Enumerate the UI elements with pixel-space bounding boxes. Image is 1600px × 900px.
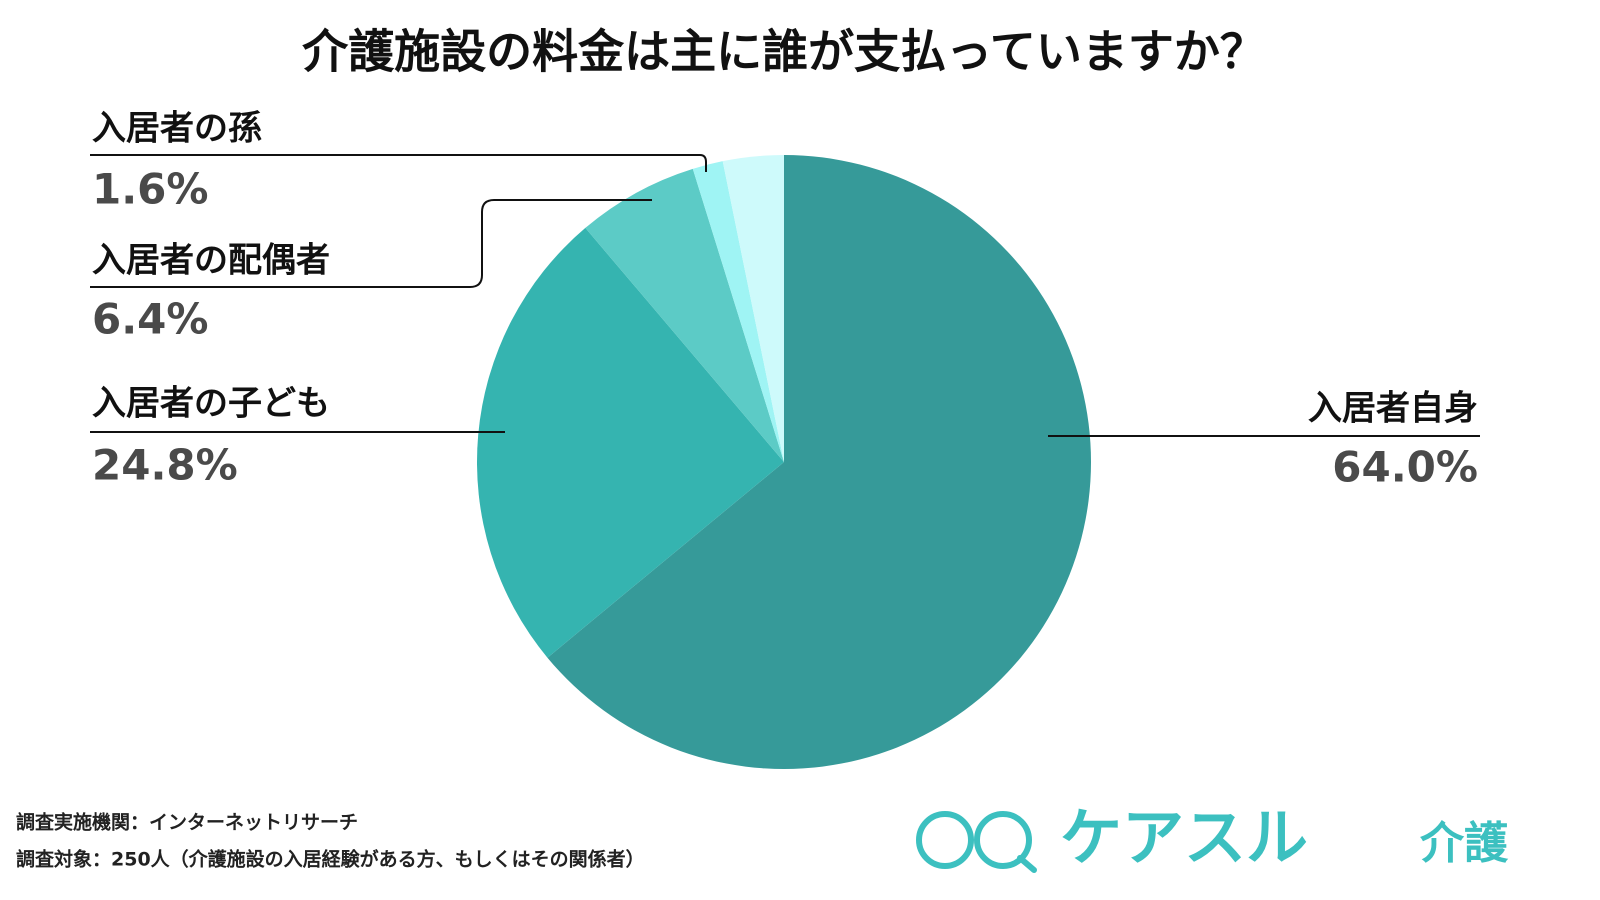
slice-label: 入居者自身 [1308, 389, 1478, 429]
logo-face [916, 811, 974, 869]
labels: 入居者自身 64.0% 入居者の子ども 24.8% 入居者の配偶者 6.4% 入居者の孫 1.… [90, 109, 1480, 492]
slice-value: 24.8% [92, 441, 238, 490]
chart-title: 介護施設の料金は主に誰が支払っていますか？ [302, 25, 1266, 79]
pie-slice [477, 227, 784, 658]
slice-label: 入居者の孫 [92, 109, 262, 149]
leader-line [90, 154, 707, 172]
logo-text: ケアスル [1060, 801, 1308, 874]
logo-tail [1017, 855, 1037, 873]
sample-note: 調査対象：250人（介護施設の入居経験がある方、もしくはその関係者） [16, 848, 645, 871]
pie [477, 155, 1091, 769]
logo-subtext: 介護 [1420, 818, 1509, 869]
source-note: 調査実施機関：インターネットリサーチ [16, 811, 358, 834]
pie-slice [585, 168, 784, 463]
logo-face [974, 811, 1032, 869]
pie-slice [547, 155, 1091, 769]
slice-value: 1.6% [92, 165, 208, 214]
pie-slice [722, 155, 784, 462]
leader-line [90, 199, 652, 288]
logo: ケアスル 介護 [916, 801, 1509, 874]
slice-value: 64.0% [1332, 443, 1478, 492]
slice-label: 入居者の子ども [92, 384, 330, 424]
pie-slice [692, 161, 784, 462]
slice-value: 6.4% [92, 295, 208, 344]
slice-label: 入居者の配偶者 [92, 241, 330, 281]
